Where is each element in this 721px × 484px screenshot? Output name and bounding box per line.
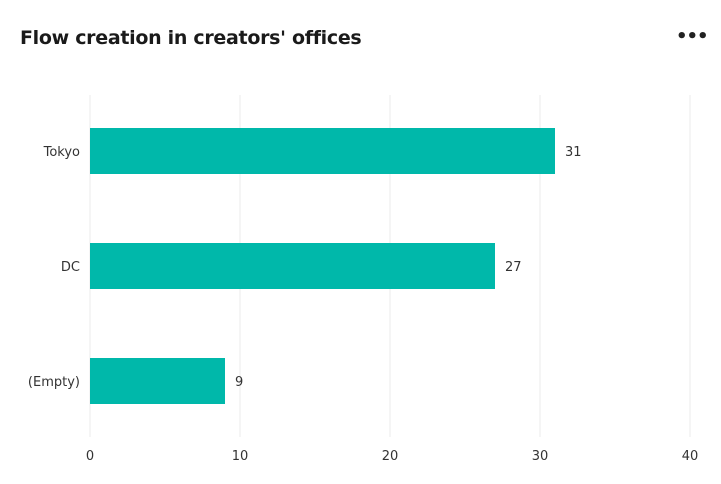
- bar: [90, 243, 495, 289]
- x-tick-label: 30: [532, 449, 549, 464]
- y-category-label: DC: [61, 260, 80, 275]
- data-label: 27: [505, 260, 522, 275]
- x-tick-label: 20: [382, 449, 399, 464]
- y-category-label: (Empty): [28, 375, 80, 390]
- chart-title: Flow creation in creators' offices: [20, 27, 362, 49]
- bar: [90, 358, 225, 404]
- data-label: 31: [565, 145, 582, 160]
- data-label: 9: [235, 375, 243, 390]
- bar: [90, 128, 555, 174]
- x-tick-label: 10: [232, 449, 249, 464]
- y-category-label: Tokyo: [43, 145, 80, 160]
- x-tick-label: 0: [86, 449, 94, 464]
- x-tick-label: 40: [682, 449, 699, 464]
- more-options-icon[interactable]: •••: [676, 26, 709, 47]
